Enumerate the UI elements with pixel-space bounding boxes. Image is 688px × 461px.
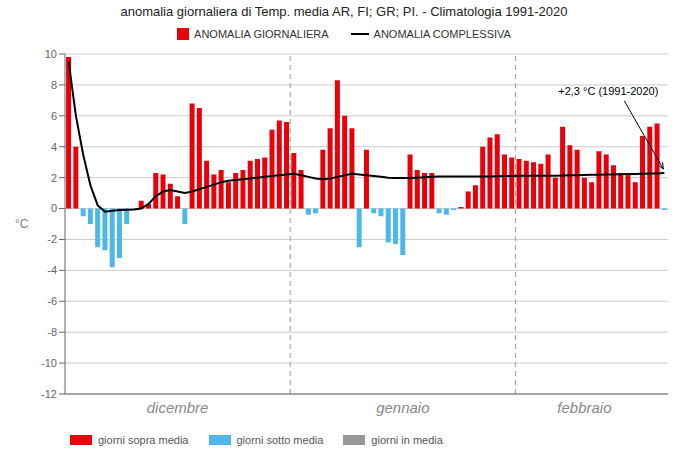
svg-text:10: 10 (45, 48, 57, 60)
html-text:anomalia giornaliera di Temp.: anomalia giornaliera di Temp. media AR, … (120, 4, 568, 19)
svg-text:°C: °C (15, 217, 29, 231)
html-text:giorni sotto media: giorni sotto media (236, 434, 324, 446)
svg-text:-4: -4 (47, 264, 57, 276)
svg-text:dicembre: dicembre (147, 399, 209, 416)
html-text:giorni sopra media: giorni sopra media (98, 434, 189, 446)
svg-text:0: 0 (51, 202, 57, 214)
svg-text:8: 8 (51, 79, 57, 91)
svg-text:2: 2 (51, 172, 57, 184)
svg-text:-8: -8 (47, 326, 57, 338)
html-text:ANOMALIA GIORNALIERA: ANOMALIA GIORNALIERA (194, 28, 329, 40)
svg-text:-2: -2 (47, 233, 57, 245)
svg-text:+2,3 °C (1991-2020): +2,3 °C (1991-2020) (558, 85, 658, 97)
svg-text:-10: -10 (41, 357, 57, 369)
svg-text:6: 6 (51, 110, 57, 122)
svg-text:gennaio: gennaio (376, 399, 429, 416)
html-text:ANOMALIA COMPLESSIVA: ANOMALIA COMPLESSIVA (373, 28, 511, 40)
svg-text:febbraio: febbraio (557, 399, 611, 416)
html-text:giorni in media: giorni in media (371, 434, 443, 446)
svg-text:-12: -12 (41, 388, 57, 400)
svg-text:4: 4 (51, 141, 57, 153)
svg-text:-6: -6 (47, 295, 57, 307)
